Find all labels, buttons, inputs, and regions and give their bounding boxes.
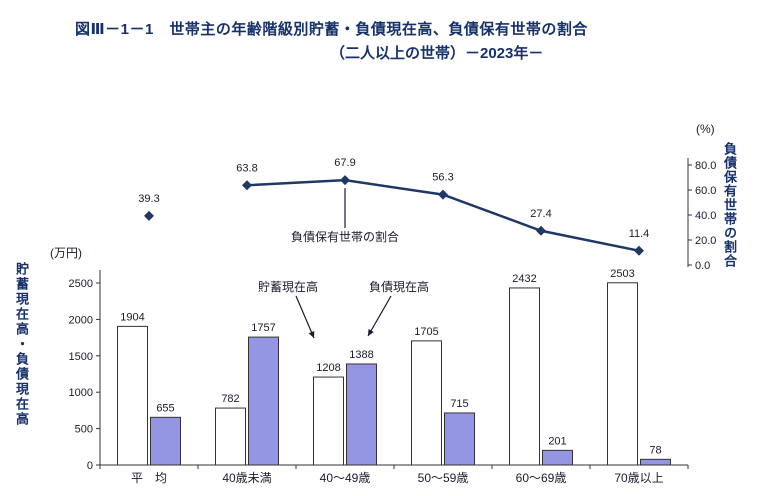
figure-subtitle: （二人以上の世帯）－2023年－ xyxy=(330,45,544,62)
liabilities-value-label: 1757 xyxy=(251,322,275,334)
savings-bar xyxy=(607,282,638,466)
savings-annotation-arrow xyxy=(295,295,315,339)
ratio-value-label: 67.9 xyxy=(334,157,355,169)
savings-bar xyxy=(215,407,246,466)
category-label: 50～59歳 xyxy=(418,471,469,485)
ratio-point-marker xyxy=(536,225,546,236)
liabilities-value-label: 715 xyxy=(450,398,468,410)
ratio-point-marker xyxy=(242,180,252,191)
liabilities-bar xyxy=(444,412,475,466)
ratio-value-label: 11.4 xyxy=(629,228,650,240)
liabilities-bar xyxy=(248,336,279,466)
savings-bar xyxy=(509,287,540,466)
left-axis-unit: (万円) xyxy=(50,246,82,260)
left-axis-tick-label: 0 xyxy=(87,460,93,472)
right-axis-tick-label: 0.0 xyxy=(695,260,710,272)
liabilities-value-label: 78 xyxy=(649,444,661,456)
category-label: 平 均 xyxy=(131,471,167,485)
liabilities-annotation-label: 負債現在高 xyxy=(369,279,429,294)
savings-value-label: 782 xyxy=(221,393,239,405)
right-axis-tick-label: 40.0 xyxy=(695,210,716,222)
liabilities-annotation-arrow xyxy=(367,295,392,337)
ratio-value-label: 39.3 xyxy=(138,193,159,205)
left-axis-tick-label: 1000 xyxy=(69,387,93,399)
savings-annotation-arrow-head xyxy=(308,331,315,338)
right-axis-title: 負債保有世帯の割合 xyxy=(722,142,737,268)
savings-value-label: 2432 xyxy=(512,273,536,285)
savings-bar xyxy=(117,325,148,466)
savings-value-label: 1208 xyxy=(316,362,340,374)
savings-value-label: 1705 xyxy=(414,326,438,338)
savings-bar xyxy=(313,376,344,466)
category-label: 60～69歳 xyxy=(516,471,567,485)
ratio-point-marker xyxy=(340,175,350,186)
liabilities-annotation-arrow-head xyxy=(368,329,374,336)
ratio-point-marker xyxy=(634,245,644,256)
line-annotation-label: 負債保有世帯の割合 xyxy=(291,229,399,244)
ratio-point-marker xyxy=(438,189,448,200)
ratio-value-label: 27.4 xyxy=(530,208,551,220)
left-axis-tick-label: 2500 xyxy=(69,278,93,290)
ratio-value-label: 63.8 xyxy=(236,162,257,174)
liabilities-value-label: 1388 xyxy=(349,349,373,361)
left-axis-tick-label: 1500 xyxy=(69,351,93,363)
right-axis-tick-label: 20.0 xyxy=(695,235,716,247)
category-label: 40歳未満 xyxy=(222,471,271,485)
left-axis-title: 貯蓄現在高・負債現在高 xyxy=(14,262,29,427)
liabilities-value-label: 201 xyxy=(548,435,566,447)
category-label: 40～49歳 xyxy=(320,471,371,485)
right-axis-unit: (%) xyxy=(696,122,715,136)
liabilities-bar xyxy=(542,449,573,466)
left-axis-tick-label: 2000 xyxy=(69,314,93,326)
ratio-point-marker xyxy=(144,210,154,221)
liabilities-bar xyxy=(150,416,181,466)
savings-value-label: 1904 xyxy=(120,311,144,323)
ratio-value-label: 56.3 xyxy=(432,172,453,184)
right-axis-tick-label: 60.0 xyxy=(695,185,716,197)
liabilities-bar xyxy=(346,363,377,466)
figure-title: 図Ⅲ－1－1 世帯主の年齢階級別貯蓄・負債現在高、負債保有世帯の割合 xyxy=(75,21,588,38)
liabilities-bar xyxy=(640,458,671,466)
savings-value-label: 2503 xyxy=(610,268,634,280)
right-axis-tick-label: 80.0 xyxy=(695,160,716,172)
savings-bar xyxy=(411,340,442,466)
liabilities-value-label: 655 xyxy=(156,402,174,414)
category-label: 70歳以上 xyxy=(614,471,663,485)
savings-annotation-label: 貯蓄現在高 xyxy=(258,279,318,294)
left-axis-tick-label: 500 xyxy=(75,424,93,436)
